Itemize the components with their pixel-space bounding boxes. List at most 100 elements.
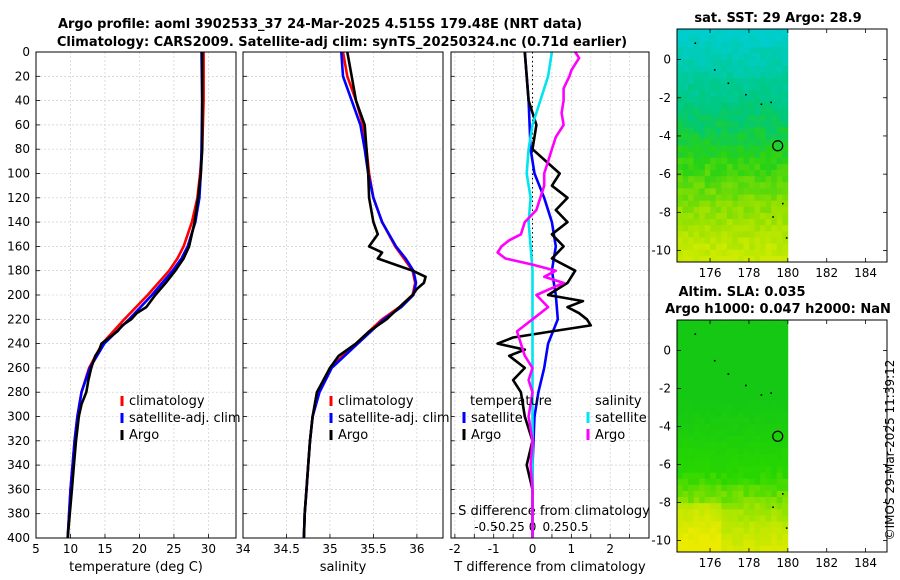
- map-cell: [771, 71, 778, 79]
- map-cell: [710, 350, 717, 358]
- map-cell: [721, 509, 728, 516]
- map-cell: [743, 332, 750, 339]
- y-tick-label: 300: [7, 410, 30, 424]
- map-cell: [765, 448, 772, 455]
- map-cell: [682, 454, 689, 461]
- map-cell: [682, 219, 689, 226]
- map-cell: [743, 497, 750, 504]
- map-cell: [743, 490, 750, 498]
- map-cell: [782, 326, 789, 333]
- map-cell: [765, 478, 772, 486]
- map-cell: [749, 194, 755, 202]
- map-cell: [771, 65, 778, 73]
- map-cell: [737, 71, 744, 79]
- map-cell: [682, 326, 689, 333]
- x-tick-label: 10: [63, 542, 78, 556]
- legend-label: satellite: [595, 411, 647, 426]
- map-cell: [699, 320, 706, 327]
- map-cell: [771, 120, 778, 128]
- map-cell: [771, 503, 778, 510]
- x-tick-label: 20: [132, 542, 147, 556]
- map-cell: [749, 188, 755, 195]
- map-cell: [682, 65, 689, 73]
- map-cell: [726, 194, 733, 202]
- map-cell: [749, 243, 755, 251]
- map-cell: [715, 212, 722, 220]
- map-cell: [721, 448, 728, 455]
- map-cell: [726, 206, 733, 214]
- map-cell: [754, 423, 761, 431]
- map-cell: [771, 176, 778, 183]
- map-cell: [776, 145, 783, 153]
- map-cell: [721, 96, 728, 103]
- map-cell: [699, 368, 706, 376]
- axes-frame: [35, 51, 237, 539]
- map-cell: [737, 84, 744, 91]
- map-cell: [677, 545, 683, 553]
- map-cell: [749, 59, 755, 67]
- map-cell: [688, 255, 695, 263]
- map-cell: [693, 237, 700, 244]
- map-cell: [710, 338, 717, 345]
- map-cell: [704, 53, 711, 61]
- map-cell: [682, 356, 689, 364]
- map-cell: [737, 490, 744, 498]
- map-cell: [693, 249, 700, 257]
- map-cell: [760, 503, 767, 510]
- map-cell: [682, 362, 689, 370]
- map-cell: [760, 344, 767, 351]
- map-cell: [726, 381, 733, 388]
- map-cell: [688, 41, 695, 48]
- map-cell: [782, 521, 789, 528]
- map-cell: [771, 454, 778, 461]
- map-cell: [704, 338, 711, 345]
- map-cell: [721, 533, 728, 541]
- map-cell: [749, 84, 755, 91]
- map-cell: [765, 356, 772, 364]
- map-cell: [693, 35, 700, 42]
- map-cell: [743, 237, 750, 244]
- map-cell: [704, 120, 711, 128]
- map-cell: [682, 133, 689, 140]
- map-cell: [693, 466, 700, 474]
- map-cell: [771, 157, 778, 165]
- map-cell: [760, 133, 767, 140]
- map-cell: [721, 539, 728, 547]
- map-cell: [771, 411, 778, 419]
- map-cell: [677, 108, 683, 116]
- map-cell: [677, 194, 683, 202]
- y-tick-label: 140: [7, 215, 30, 229]
- map-cell: [771, 225, 778, 232]
- map-cell: [765, 497, 772, 504]
- map-cell: [715, 374, 722, 382]
- map-cell: [760, 320, 767, 327]
- x-tick-label: 35.5: [360, 542, 387, 556]
- map-cell: [776, 151, 783, 159]
- map-cell: [677, 478, 683, 486]
- map-cell: [737, 478, 744, 486]
- map-cell: [743, 157, 750, 165]
- map-cell: [688, 206, 695, 214]
- map-cell: [743, 108, 750, 116]
- map-cell: [693, 71, 700, 79]
- map-cell: [782, 338, 789, 345]
- map-cell: [743, 539, 750, 547]
- map-cell: [749, 225, 755, 232]
- map-cell: [743, 381, 750, 388]
- map-cell: [677, 41, 683, 48]
- map-cell: [688, 320, 695, 327]
- map-cell: [715, 90, 722, 97]
- map-cell: [721, 243, 728, 251]
- map-cell: [737, 503, 744, 510]
- map-cell: [749, 176, 755, 183]
- map-cell: [732, 478, 739, 486]
- s-tick-label: -0.25: [494, 520, 525, 534]
- map-cell: [749, 249, 755, 257]
- map-cell: [749, 405, 755, 412]
- map-cell: [771, 332, 778, 339]
- map-cell: [704, 102, 711, 110]
- x-tick-label: 0: [529, 542, 537, 556]
- map-cell: [749, 133, 755, 140]
- map-cell: [771, 170, 778, 177]
- map-cell: [737, 182, 744, 189]
